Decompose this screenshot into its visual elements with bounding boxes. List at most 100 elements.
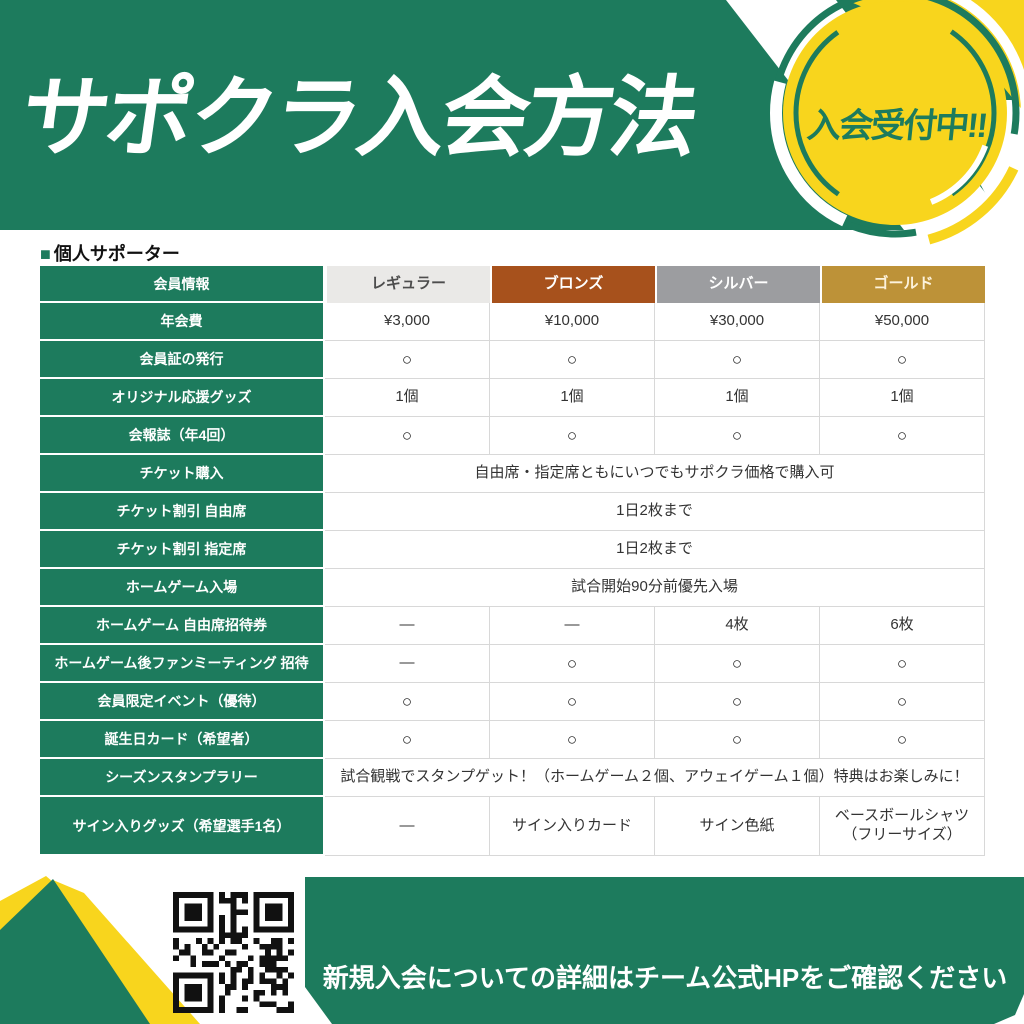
row-label: シーズンスタンプラリー — [40, 759, 325, 797]
qr-module — [173, 943, 179, 950]
qr-module — [196, 1007, 202, 1013]
qr-module — [219, 938, 225, 944]
plan-cell-gold: ○ — [820, 721, 985, 759]
qr-module — [236, 932, 243, 939]
row-label: 会報誌（年4回） — [40, 417, 325, 455]
footer-decoration — [0, 876, 200, 1024]
qr-module — [219, 892, 225, 898]
qr-module — [219, 926, 225, 933]
row-label: サイン入りグッズ（希望選手1名） — [40, 797, 325, 856]
qr-module — [196, 909, 202, 916]
qr-module — [242, 926, 248, 933]
qr-module — [242, 897, 248, 904]
qr-module — [265, 926, 271, 933]
qr-module — [242, 961, 248, 967]
qr-module — [173, 897, 179, 904]
qr-module — [173, 995, 179, 1002]
qr-module — [247, 972, 254, 979]
qr-module — [184, 926, 191, 933]
qr-module — [178, 1007, 185, 1013]
qr-module — [219, 915, 225, 921]
qr-module — [247, 978, 254, 985]
table-row: ホームゲーム 自由席招待券 — —4枚 6枚 — [40, 607, 985, 645]
qr-module — [230, 938, 237, 944]
qr-module — [230, 966, 237, 973]
qr-module — [259, 943, 266, 950]
row-label: チケット購入 — [40, 455, 325, 493]
qr-module — [201, 926, 208, 933]
plan-cell-regular: ○ — [325, 417, 490, 455]
plan-cell-gold: ○ — [820, 341, 985, 379]
qr-module — [270, 984, 277, 990]
qr-module — [270, 1001, 277, 1008]
qr-module — [230, 949, 237, 956]
qr-module — [224, 984, 231, 990]
plan-cell-silver: 1個 — [655, 379, 820, 417]
qr-module — [207, 1007, 214, 1013]
qr-module — [184, 903, 191, 910]
qr-module — [190, 915, 197, 921]
qr-module — [270, 938, 277, 944]
qr-module — [184, 972, 191, 979]
qr-module — [265, 892, 271, 898]
plan-header-gold: ゴールド — [820, 266, 985, 303]
qr-module — [201, 892, 208, 898]
qr-module — [270, 978, 277, 985]
qr-module — [173, 984, 179, 990]
qr-module — [276, 915, 283, 921]
qr-module — [219, 920, 225, 927]
qr-module — [201, 961, 208, 967]
table-row: 会報誌（年4回） ○ ○ ○ ○ — [40, 417, 985, 455]
qr-module — [270, 892, 277, 898]
plan-cell-regular: — — [325, 797, 490, 856]
qr-module — [173, 915, 179, 921]
qr-module — [265, 955, 271, 962]
plan-cell-regular: — — [325, 645, 490, 683]
qr-module — [207, 920, 214, 927]
qr-module — [276, 909, 283, 916]
qr-module — [196, 989, 202, 996]
qr-module — [207, 903, 214, 910]
qr-module — [224, 932, 231, 939]
qr-module — [230, 932, 237, 939]
qr-module — [242, 1007, 248, 1013]
table-row: シーズンスタンプラリー 試合観戦でスタンプゲット！（ホームゲーム２個、アウェイゲー… — [40, 759, 985, 797]
qr-module — [270, 909, 277, 916]
qr-module — [288, 920, 294, 927]
qr-module — [270, 903, 277, 910]
qr-module — [219, 978, 225, 985]
qr-module — [219, 897, 225, 904]
qr-module — [224, 897, 231, 904]
qr-module — [282, 926, 289, 933]
row-label: 年会費 — [40, 303, 325, 341]
qr-module — [207, 989, 214, 996]
table-row: ホームゲーム入場 試合開始90分前優先入場 — [40, 569, 985, 607]
plan-cell-silver: サイン色紙 — [655, 797, 820, 856]
qr-module — [242, 978, 248, 985]
qr-module — [259, 892, 266, 898]
qr-module — [282, 1007, 289, 1013]
qr-module — [276, 943, 283, 950]
qr-module — [288, 892, 294, 898]
qr-module — [224, 961, 231, 967]
qr-module — [173, 972, 179, 979]
plan-cell-bronze: ○ — [490, 683, 655, 721]
table-row: 会員証の発行 ○ ○ ○ ○ — [40, 341, 985, 379]
qr-module — [265, 961, 271, 967]
qr-module — [173, 903, 179, 910]
plan-cell-bronze: — — [490, 607, 655, 645]
page-title: サポクラ入会方法 — [15, 68, 702, 167]
plan-cell-silver: ○ — [655, 721, 820, 759]
qr-module — [173, 938, 179, 944]
span-cell: 試合開始90分前優先入場 — [325, 569, 985, 607]
qr-module — [242, 932, 248, 939]
table-row: チケット割引 自由席 1日2枚まで — [40, 493, 985, 531]
qr-module — [259, 955, 266, 962]
qr-module — [173, 978, 179, 985]
qr-module — [288, 909, 294, 916]
qr-module — [259, 972, 266, 979]
span-cell: 自由席・指定席ともにいつでもサポクラ価格で購入可 — [325, 455, 985, 493]
qr-module — [276, 955, 283, 962]
qr-module — [196, 938, 202, 944]
plan-cell-gold: 1個 — [820, 379, 985, 417]
